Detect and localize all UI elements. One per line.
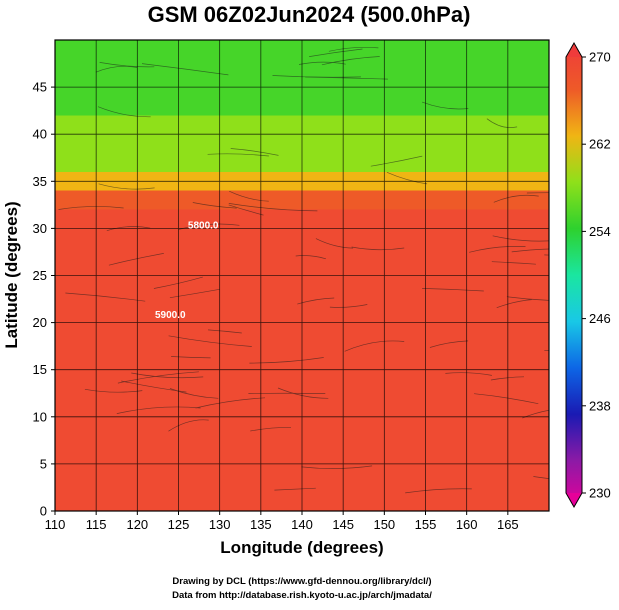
plot-clip-group: 5800.0 5900.0	[55, 31, 619, 512]
contour-label: 5800.0	[188, 220, 219, 231]
y-tick-label: 0	[40, 504, 47, 519]
colorbar: 230 238 246 254 262 270	[566, 43, 611, 507]
x-tick-label: 120	[126, 517, 148, 532]
x-tick-label: 160	[456, 517, 478, 532]
x-tick-label: 110	[45, 517, 66, 532]
streamline	[136, 31, 203, 41]
chart-title: GSM 06Z02Jun2024 (500.0hPa)	[148, 2, 471, 27]
y-tick-label: 15	[33, 362, 47, 377]
x-tick-label: 115	[86, 517, 107, 532]
x-tick-label: 140	[291, 517, 313, 532]
colorbar-fill	[566, 43, 582, 507]
y-tick-label: 30	[33, 221, 47, 236]
y-tick-label: 40	[33, 127, 47, 142]
credit-line-1: Drawing by DCL (https://www.gfd-dennou.o…	[172, 576, 431, 587]
colorbar-tick-label: 270	[589, 50, 611, 65]
x-tick-label: 135	[250, 517, 272, 532]
y-tick-label: 35	[33, 174, 47, 189]
colorbar-tick-label: 230	[589, 486, 611, 501]
colorbar-tick-label: 254	[589, 224, 611, 239]
colorbar-tick-label: 238	[589, 398, 611, 413]
contour-label: 5900.0	[155, 310, 186, 321]
colorbar-bottom-triangle	[566, 493, 582, 507]
x-tick-label: 130	[209, 517, 231, 532]
x-tick-label: 165	[497, 517, 519, 532]
x-tick-label: 155	[415, 517, 437, 532]
x-axis-label: Longitude (degrees)	[220, 538, 383, 557]
plot-area: 5800.0 5900.0	[55, 31, 619, 512]
y-tick-label: 25	[33, 268, 47, 283]
y-tick-label: 5	[40, 456, 47, 471]
colorbar-top-triangle	[566, 43, 582, 57]
y-tick-label: 45	[33, 80, 47, 95]
x-tick-label: 125	[168, 517, 190, 532]
x-tick-label: 150	[373, 517, 395, 532]
y-tick-label: 10	[33, 409, 47, 424]
colorbar-tick-label: 246	[589, 311, 611, 326]
y-tick-label: 20	[33, 315, 47, 330]
y-axis-label: Latitude (degrees)	[2, 201, 21, 348]
colorbar-tick-label: 262	[589, 137, 611, 152]
credit-line-2: Data from http://database.rish.kyoto-u.a…	[172, 590, 432, 601]
x-tick-label: 145	[332, 517, 354, 532]
